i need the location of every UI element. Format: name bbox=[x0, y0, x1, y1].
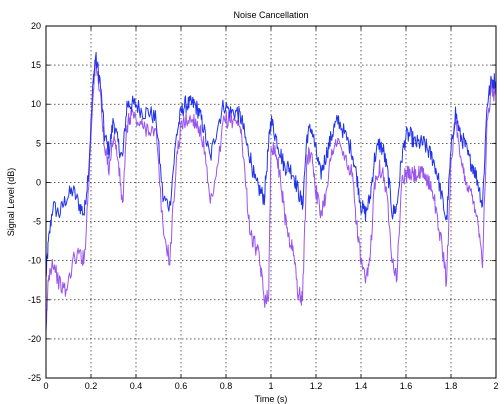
x-tick-label: 1.2 bbox=[310, 381, 323, 391]
series-line-2 bbox=[45, 59, 497, 332]
x-tick-label: 1.8 bbox=[445, 381, 458, 391]
y-tick-label: 0 bbox=[36, 177, 41, 187]
x-tick-label: 0 bbox=[43, 381, 48, 391]
x-tick-label: 0.2 bbox=[85, 381, 98, 391]
ticks: 0 0.2 0.4 0.6 0.8 1 1.2 1.4 1.6 1.8 2 -25 -20 -15 -10 -… bbox=[28, 21, 499, 391]
y-tick-label: 20 bbox=[31, 21, 41, 31]
y-tick-label: 5 bbox=[36, 138, 41, 148]
series-layer bbox=[45, 51, 497, 332]
x-tick-label: 0.6 bbox=[175, 381, 188, 391]
y-tick-label: -20 bbox=[28, 334, 41, 344]
y-tick-label: -25 bbox=[28, 373, 41, 383]
x-tick-label: 1 bbox=[268, 381, 273, 391]
y-axis-label: Signal Level (dB) bbox=[6, 168, 16, 237]
y-tick-label: -5 bbox=[33, 217, 41, 227]
y-tick-label: 10 bbox=[31, 99, 41, 109]
y-tick-label: -10 bbox=[28, 256, 41, 266]
x-tick-label: 2 bbox=[493, 381, 498, 391]
x-tick-label: 1.4 bbox=[355, 381, 368, 391]
grid bbox=[46, 26, 496, 378]
x-tick-label: 1.6 bbox=[400, 381, 413, 391]
x-tick-label: 0.8 bbox=[220, 381, 233, 391]
series-line-1 bbox=[45, 51, 497, 277]
x-axis-label: Time (s) bbox=[255, 394, 288, 404]
chart-title: Noise Cancellation bbox=[233, 10, 308, 20]
y-tick-label: -15 bbox=[28, 295, 41, 305]
x-tick-label: 0.4 bbox=[130, 381, 143, 391]
y-tick-label: 15 bbox=[31, 60, 41, 70]
